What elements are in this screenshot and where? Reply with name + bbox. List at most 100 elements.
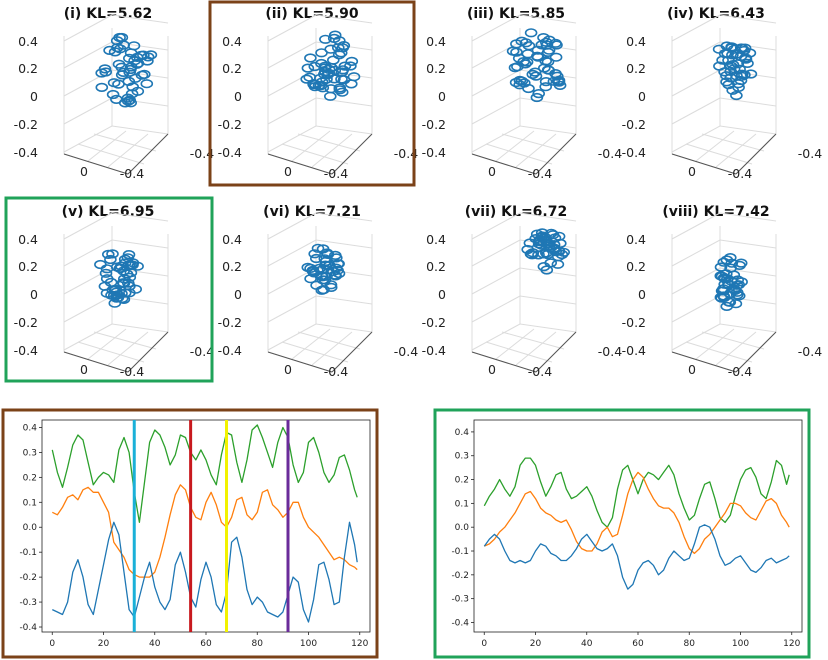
scatter-point bbox=[721, 273, 734, 284]
z-tick-label: -0.4 bbox=[14, 343, 38, 358]
scatter-point bbox=[552, 246, 565, 256]
x-tick-label: -0.4 bbox=[528, 364, 552, 379]
scatter-point bbox=[131, 58, 145, 68]
x-tick-label: 0 bbox=[284, 164, 292, 179]
scatter-point bbox=[140, 79, 154, 89]
scatter-point bbox=[744, 69, 758, 79]
scatter-points bbox=[712, 41, 758, 101]
scatter-point bbox=[124, 64, 137, 75]
y-tick-label: -0.2 bbox=[19, 573, 37, 583]
x-tick-label: 0 bbox=[488, 362, 496, 377]
scatter-point bbox=[131, 86, 145, 96]
scatter-point bbox=[528, 67, 542, 77]
scatter-point bbox=[123, 281, 136, 291]
scatter-point bbox=[345, 79, 358, 89]
z-tick-label: -0.4 bbox=[218, 343, 242, 358]
scatter-point bbox=[524, 28, 538, 38]
z-tick-label: 0 bbox=[30, 287, 38, 302]
highlight-frame-v bbox=[4, 196, 214, 383]
z-tick-label: 0 bbox=[30, 89, 38, 104]
scatter-point bbox=[94, 259, 107, 270]
x-tick-label: 0 bbox=[488, 164, 496, 179]
scatter-point bbox=[530, 92, 544, 103]
scatter-point bbox=[117, 67, 130, 78]
z-tick-label: -0.4 bbox=[422, 145, 446, 160]
panel-axes bbox=[63, 133, 169, 175]
scatter-point bbox=[741, 58, 754, 69]
panel-axes bbox=[267, 133, 373, 175]
series-line-orange bbox=[484, 471, 790, 555]
scatter-point bbox=[123, 95, 136, 105]
scatter-point bbox=[529, 71, 543, 81]
x-tick-label: -0.4 bbox=[120, 166, 144, 181]
scatter-point bbox=[539, 76, 553, 87]
scatter-point bbox=[735, 43, 749, 54]
plot-area bbox=[473, 419, 803, 633]
scatter-point bbox=[127, 41, 141, 51]
z-tick-label: 0 bbox=[234, 89, 242, 104]
scatter-point bbox=[540, 265, 554, 275]
z-tick-label: -0.2 bbox=[14, 315, 38, 330]
scatter3d-panel-2: (ii) KL=5.900.40.20-0.2-0.40 -0.4-0.4 bbox=[218, 6, 419, 181]
x-tick-label: 0 bbox=[49, 639, 55, 649]
z-tick-label: 0.2 bbox=[426, 61, 446, 76]
y-tick-label: 0.2 bbox=[23, 473, 37, 483]
z-tick-label: 0.4 bbox=[18, 34, 38, 49]
z-tick-label: 0 bbox=[638, 287, 646, 302]
scatter-point bbox=[304, 274, 317, 284]
y-tick-label: 0.0 bbox=[23, 523, 38, 533]
scatter-point bbox=[551, 259, 565, 269]
scatter-point bbox=[523, 238, 537, 248]
scatter-point bbox=[122, 249, 136, 260]
z-tick-label: 0.4 bbox=[222, 34, 242, 49]
x-tick-label: -0.4 bbox=[324, 166, 348, 181]
z-tick-label: 0.2 bbox=[222, 61, 242, 76]
z-tick-label: -0.4 bbox=[422, 343, 446, 358]
y-tick-label: -0.1 bbox=[451, 547, 469, 557]
x-tick-label: -0.4 bbox=[728, 364, 752, 379]
x-tick-label: 120 bbox=[351, 639, 368, 649]
scatter3d-panel-1: (i) KL=5.62 0.4 0.2 0 -0.2 -0.4 0 -0.4 -0.4 bbox=[14, 6, 215, 181]
x-tick-label: 40 bbox=[149, 639, 161, 649]
scatter-point bbox=[301, 262, 315, 273]
x-tick-label: 80 bbox=[684, 639, 696, 649]
scatter-point bbox=[519, 38, 533, 48]
panel-axes bbox=[471, 133, 577, 175]
scatter-points bbox=[506, 28, 567, 103]
scatter-point bbox=[723, 297, 737, 307]
z-tick-label: 0 bbox=[438, 287, 446, 302]
panel-axes bbox=[671, 133, 777, 175]
scatter-point bbox=[126, 260, 139, 270]
scatter-point bbox=[552, 252, 565, 262]
scatter-point bbox=[541, 57, 555, 67]
scatter-point bbox=[104, 254, 117, 265]
scatter3d-panel-3: (iii) KL=5.850.40.20-0.2-0.40 -0.4-0.4 bbox=[422, 6, 623, 181]
z-tick-label: -0.4 bbox=[218, 145, 242, 160]
scatter-point bbox=[724, 288, 737, 299]
z-tick-label: -0.4 bbox=[14, 145, 38, 160]
scatter-point bbox=[115, 293, 129, 304]
x-tick-label: 60 bbox=[200, 639, 212, 649]
scatter3d-panel-8: (viii) KL=7.420.40.20-0.2-0.40 -0.4-0.4 bbox=[622, 204, 823, 379]
scatter-point bbox=[335, 74, 348, 84]
scatter-point bbox=[110, 94, 123, 104]
scatter-point bbox=[310, 253, 323, 264]
scatter3d-panel-6: (vi) KL=7.210.40.20-0.2-0.40 -0.4-0.4 bbox=[218, 204, 419, 379]
y-tick-label: 0.2 bbox=[455, 476, 469, 486]
z-tick-label: 0.4 bbox=[222, 232, 242, 247]
z-tick-label: -0.4 bbox=[622, 145, 646, 160]
scatter-point bbox=[335, 87, 349, 97]
scatter-point bbox=[521, 244, 534, 255]
z-tick-label: -0.2 bbox=[622, 117, 646, 132]
y-tick-label: -0.2 bbox=[451, 571, 469, 581]
scatter-point bbox=[727, 64, 741, 74]
scatter-point bbox=[315, 48, 328, 58]
y-tick-label: -0.4 bbox=[798, 344, 822, 359]
scatter-point bbox=[107, 78, 121, 88]
y-tick-label: -0.4 bbox=[190, 146, 214, 161]
scatter-point bbox=[735, 277, 748, 287]
scatter-point bbox=[537, 249, 550, 259]
scatter-points bbox=[300, 30, 361, 101]
scatter-point bbox=[138, 69, 151, 79]
